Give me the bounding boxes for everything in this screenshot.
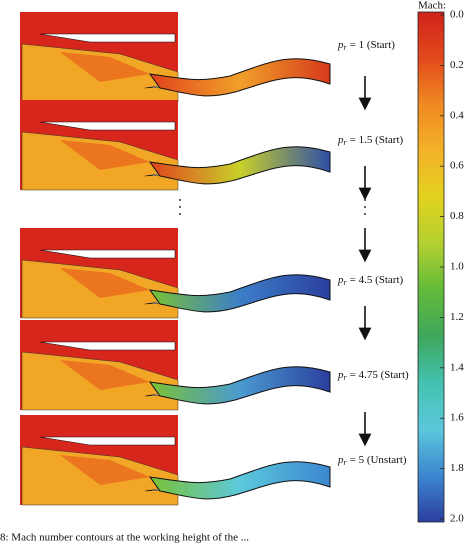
panel-label: pr = 1 (Start) — [337, 39, 395, 52]
panel-label: pr = 4.75 (Start) — [337, 369, 409, 382]
symbol: p — [337, 274, 344, 286]
tick-label: 0.4 — [450, 109, 464, 121]
dot — [179, 199, 181, 201]
flow-panel — [20, 12, 331, 103]
subscript: r — [344, 138, 348, 147]
tick-label: 1.4 — [450, 361, 464, 373]
tick-label: 0.6 — [450, 160, 464, 172]
compression — [60, 140, 150, 170]
cowl — [39, 33, 176, 43]
ellipsis — [179, 199, 366, 215]
label-text: = 1 (Start) — [350, 39, 396, 51]
caption: 8: Mach number contours at the working h… — [0, 532, 249, 544]
label-text: = 4.75 (Start) — [350, 369, 409, 381]
label-text: = 4.5 (Start) — [350, 274, 404, 286]
tick-label: 1.0 — [450, 261, 464, 273]
symbol: p — [337, 454, 344, 466]
flow-panel — [20, 100, 331, 191]
panel-label: pr = 4.5 (Start) — [337, 274, 404, 287]
symbol: p — [337, 39, 344, 51]
symbol: p — [337, 134, 344, 146]
compression — [60, 360, 150, 390]
colorbar-title: Mach: — [418, 0, 446, 12]
compression — [60, 455, 150, 485]
dot — [179, 206, 181, 208]
subscript: r — [344, 278, 348, 287]
tick-label: 0.2 — [450, 59, 464, 71]
compression — [60, 268, 150, 298]
subscript: r — [344, 373, 348, 382]
compression — [60, 52, 150, 82]
tick-label: 0.8 — [450, 210, 464, 222]
tick-label: 2.0 — [450, 513, 464, 525]
symbol: p — [337, 369, 344, 381]
label-text: = 1.5 (Start) — [350, 134, 404, 146]
tick-label: 0.0 — [450, 9, 464, 21]
panel-label: pr = 5 (Unstart) — [337, 454, 407, 467]
dot — [364, 206, 366, 208]
flow-panel — [20, 228, 331, 319]
subscript: r — [344, 458, 348, 467]
cowl — [39, 121, 176, 131]
cowl — [39, 436, 176, 446]
subscript: r — [344, 43, 348, 52]
panel-label: pr = 1.5 (Start) — [337, 134, 404, 147]
dot — [364, 199, 366, 201]
duct-flow — [148, 274, 331, 313]
tick-label: 1.2 — [450, 311, 464, 323]
duct-flow — [148, 366, 331, 405]
cowl — [39, 341, 176, 351]
duct-flow — [148, 58, 331, 97]
flow-panel — [20, 320, 331, 411]
duct-flow — [148, 461, 331, 500]
cowl — [39, 249, 176, 259]
dot — [364, 213, 366, 215]
colorbar — [417, 11, 445, 523]
tick-label: 1.8 — [450, 462, 464, 474]
flow-panel — [20, 415, 331, 506]
tick-label: 1.6 — [450, 412, 464, 424]
dot — [179, 213, 181, 215]
label-text: = 5 (Unstart) — [350, 454, 407, 466]
duct-flow — [148, 146, 331, 185]
